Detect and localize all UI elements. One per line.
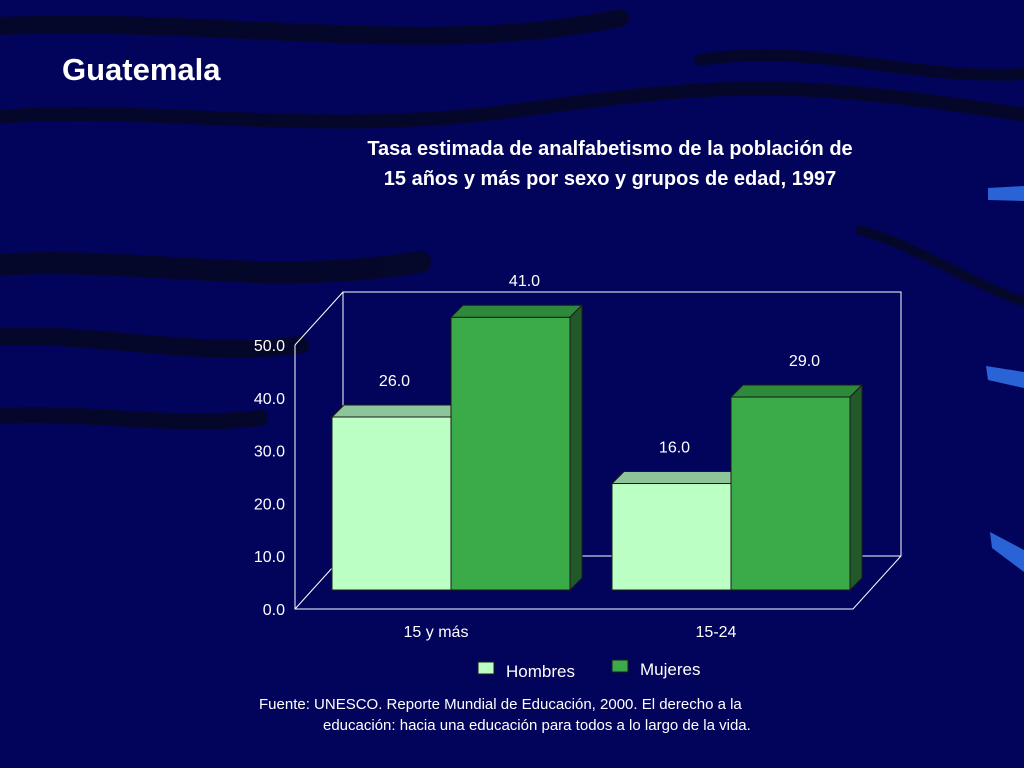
data-label: 16.0 — [659, 440, 690, 457]
bar-side-face — [849, 383, 863, 592]
y-tick-label: 20.0 — [254, 496, 285, 513]
chart-frame-front — [294, 345, 902, 610]
legend-swatch-hombres — [477, 661, 495, 675]
legend: Hombres Mujeres — [477, 659, 700, 681]
y-tick-label: 0.0 — [263, 602, 285, 619]
bar-top-face — [610, 471, 745, 485]
bar-side-face — [569, 303, 583, 592]
edge-accent-tabs — [986, 186, 1024, 572]
source-line-2: educación: hacia una educación para todo… — [323, 717, 751, 734]
chart-title: Tasa estimada de analfabetismo de la pob… — [300, 134, 920, 194]
data-label: 26.0 — [379, 373, 410, 390]
source-note: Fuente: UNESCO. Reporte Mundial de Educa… — [259, 694, 819, 736]
y-tick-label: 30.0 — [254, 444, 285, 461]
bar-mujeres-2 — [729, 383, 864, 592]
bar-front-face — [450, 316, 571, 591]
legend-label-mujeres: Mujeres — [640, 660, 700, 679]
y-tick-label: 40.0 — [254, 391, 285, 408]
bar-hombres-2 — [610, 470, 745, 592]
x-tick-label: 15 y más — [404, 624, 469, 641]
bar-mujeres-1 — [449, 303, 584, 592]
y-tick-label: 10.0 — [254, 549, 285, 566]
bar-top-face — [449, 304, 584, 318]
bar-front-face — [611, 483, 732, 591]
bar-top-face — [330, 404, 465, 418]
bar-front-face — [331, 416, 452, 591]
chart-title-line-2: 15 años y más por sexo y grupos de edad,… — [383, 168, 837, 190]
background-stripes — [0, 9, 1024, 430]
chart-title-line-1: Tasa estimada de analfabetismo de la pob… — [367, 138, 853, 160]
data-label: 41.0 — [509, 273, 540, 290]
bar-top-face — [729, 384, 864, 398]
legend-swatch-mujeres — [611, 659, 629, 673]
chart-frame-top-edge — [294, 291, 344, 346]
x-tick-label: 15-24 — [696, 624, 737, 641]
data-label: 29.0 — [789, 353, 820, 370]
legend-label-hombres: Hombres — [506, 662, 575, 681]
bar-front-face — [730, 396, 851, 591]
slide-title: Guatemala — [62, 52, 221, 87]
bar-hombres-1 — [330, 403, 465, 592]
y-tick-label: 50.0 — [254, 338, 285, 355]
source-line-1: Fuente: UNESCO. Reporte Mundial de Educa… — [259, 696, 742, 713]
